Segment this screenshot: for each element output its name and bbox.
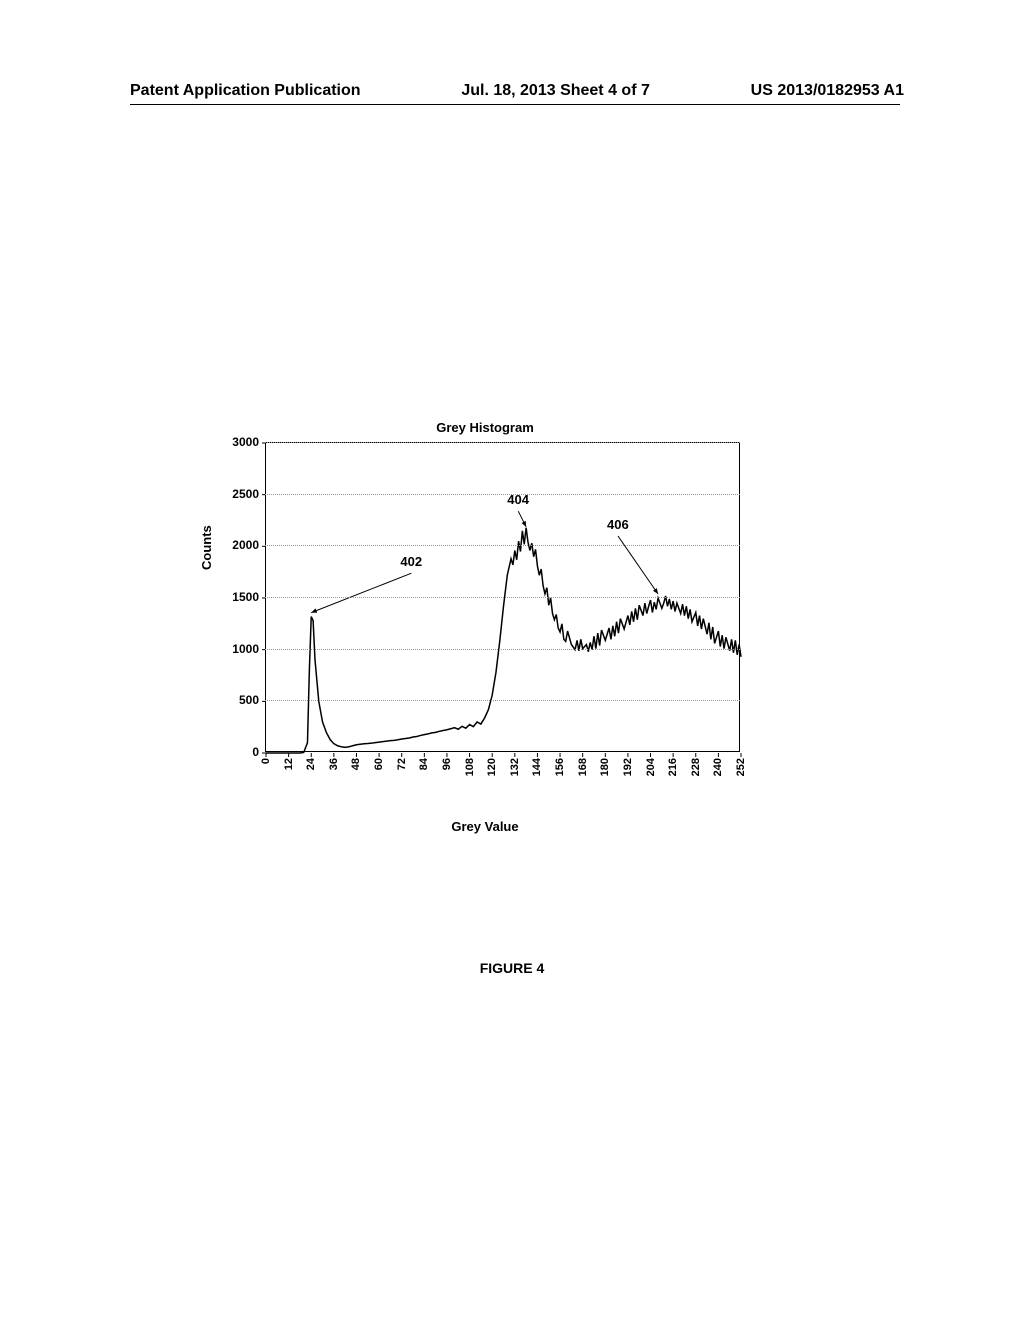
grey-histogram-chart: Grey Histogram Counts Grey Value 0500100… — [205, 420, 765, 830]
y-tick-label: 0 — [223, 745, 259, 759]
y-tick-label: 1500 — [223, 590, 259, 604]
gridline — [265, 545, 740, 546]
x-tick-label: 72 — [396, 758, 408, 770]
x-tick-label: 60 — [373, 758, 385, 770]
header-publication: Patent Application Publication — [130, 82, 361, 100]
x-tick-label: 216 — [667, 758, 679, 776]
header-date-sheet: Jul. 18, 2013 Sheet 4 of 7 — [461, 82, 650, 100]
y-tick-label: 2500 — [223, 487, 259, 501]
x-tick-label: 168 — [577, 758, 589, 776]
gridline — [265, 597, 740, 598]
x-tick-label: 48 — [350, 758, 362, 770]
x-tick-label: 192 — [622, 758, 634, 776]
y-tick-label: 500 — [223, 693, 259, 707]
header-patent-number: US 2013/0182953 A1 — [751, 82, 904, 100]
gridline — [265, 442, 740, 443]
chart-title: Grey Histogram — [205, 420, 765, 435]
figure-caption: FIGURE 4 — [0, 960, 1024, 976]
x-axis-label: Grey Value — [205, 819, 765, 834]
x-tick-label: 96 — [441, 758, 453, 770]
x-tick-label: 12 — [283, 758, 295, 770]
y-tick-label: 2000 — [223, 538, 259, 552]
y-tick-label: 1000 — [223, 642, 259, 656]
annotation-402: 402 — [400, 554, 422, 569]
header-rule — [130, 104, 900, 105]
x-tick-label: 180 — [599, 758, 611, 776]
x-tick-label: 204 — [645, 758, 657, 776]
x-tick-label: 24 — [305, 758, 317, 770]
x-tick-label: 252 — [735, 758, 747, 776]
gridline — [265, 700, 740, 701]
x-tick-label: 132 — [509, 758, 521, 776]
x-tick-label: 156 — [554, 758, 566, 776]
x-tick-label: 144 — [531, 758, 543, 776]
x-tick-label: 240 — [712, 758, 724, 776]
y-axis-label: Counts — [199, 525, 214, 570]
x-tick-label: 0 — [260, 758, 272, 764]
x-tick-label: 120 — [486, 758, 498, 776]
x-tick-label: 228 — [690, 758, 702, 776]
annotation-406: 406 — [607, 517, 629, 532]
annotation-404: 404 — [507, 492, 529, 507]
y-tick-label: 3000 — [223, 435, 259, 449]
x-tick-label: 108 — [464, 758, 476, 776]
gridline — [265, 494, 740, 495]
x-tick-label: 36 — [328, 758, 340, 770]
gridline — [265, 649, 740, 650]
x-tick-label: 84 — [418, 758, 430, 770]
